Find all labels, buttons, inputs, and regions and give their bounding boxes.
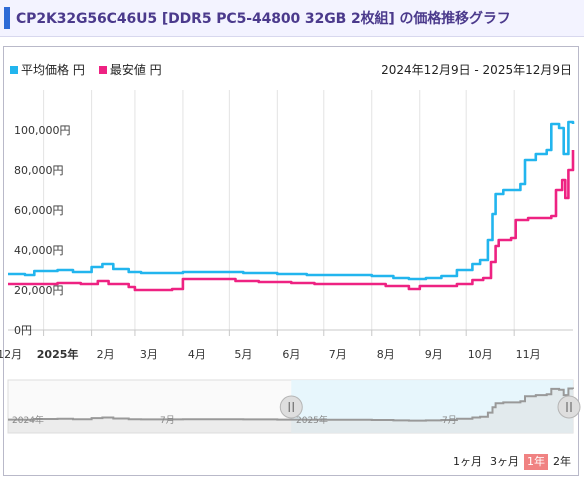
legend-label-avg: 平均価格 円 bbox=[21, 63, 85, 77]
x-tick-label: 2月 bbox=[97, 348, 115, 361]
legend-swatch-avg bbox=[10, 65, 18, 74]
range-selector: 1ヶ月 3ヶ月 1年 2年 bbox=[448, 454, 574, 470]
x-tick-label: 5月 bbox=[234, 348, 252, 361]
x-tick-label: 6月 bbox=[282, 348, 300, 361]
title-bar: CP2K32G56C46U5 [DDR5 PC5-44800 32GB 2枚組]… bbox=[0, 0, 584, 37]
navigator-label: 2025年 bbox=[296, 414, 328, 426]
chart-legend: 平均価格 円 最安値 円 bbox=[10, 61, 176, 78]
series-line-avg bbox=[8, 120, 575, 281]
navigator-area bbox=[8, 388, 573, 433]
navigator-label: 7月 bbox=[442, 415, 457, 426]
x-tick-label: 9月 bbox=[425, 348, 443, 361]
x-tick-label: 7月 bbox=[329, 348, 347, 361]
page-title: CP2K32G56C46U5 [DDR5 PC5-44800 32GB 2枚組]… bbox=[16, 11, 511, 27]
y-tick-label: 20,000円 bbox=[14, 284, 64, 297]
legend-item-avg[interactable]: 平均価格 円 bbox=[10, 61, 85, 78]
navigator-handle-left[interactable] bbox=[279, 395, 303, 419]
legend-label-min: 最安値 円 bbox=[109, 63, 162, 77]
range-button-0[interactable]: 1ヶ月 bbox=[453, 455, 482, 468]
navigator-label: 7月 bbox=[160, 415, 175, 426]
y-tick-label: 80,000円 bbox=[14, 164, 64, 177]
navigator-line bbox=[8, 387, 574, 422]
x-tick-label: 8月 bbox=[377, 348, 395, 361]
x-tick-label: 12月 bbox=[0, 348, 22, 361]
x-tick-label: 2025年 bbox=[37, 347, 79, 361]
y-tick-label: 60,000円 bbox=[14, 204, 64, 217]
y-tick-label: 0円 bbox=[14, 324, 32, 337]
x-tick-label: 4月 bbox=[188, 348, 206, 361]
range-button-1[interactable]: 3ヶ月 bbox=[490, 455, 519, 468]
y-tick-label: 100,000円 bbox=[14, 124, 71, 137]
x-tick-label: 3月 bbox=[140, 348, 158, 361]
range-button-3[interactable]: 2年 bbox=[553, 455, 571, 468]
navigator-label: 2024年 bbox=[12, 414, 44, 426]
title-accent-bar bbox=[4, 7, 10, 29]
legend-swatch-min bbox=[98, 65, 107, 74]
navigator-handle-right[interactable] bbox=[557, 395, 581, 419]
x-tick-label: 10月 bbox=[468, 348, 493, 361]
y-tick-label: 40,000円 bbox=[14, 244, 64, 257]
x-tick-label: 11月 bbox=[516, 348, 541, 361]
series-line-min bbox=[8, 150, 575, 292]
date-range: 2024年12月9日 - 2025年12月9日 bbox=[381, 63, 572, 77]
legend-item-min[interactable]: 最安値 円 bbox=[98, 61, 162, 78]
range-button-2[interactable]: 1年 bbox=[524, 454, 548, 470]
